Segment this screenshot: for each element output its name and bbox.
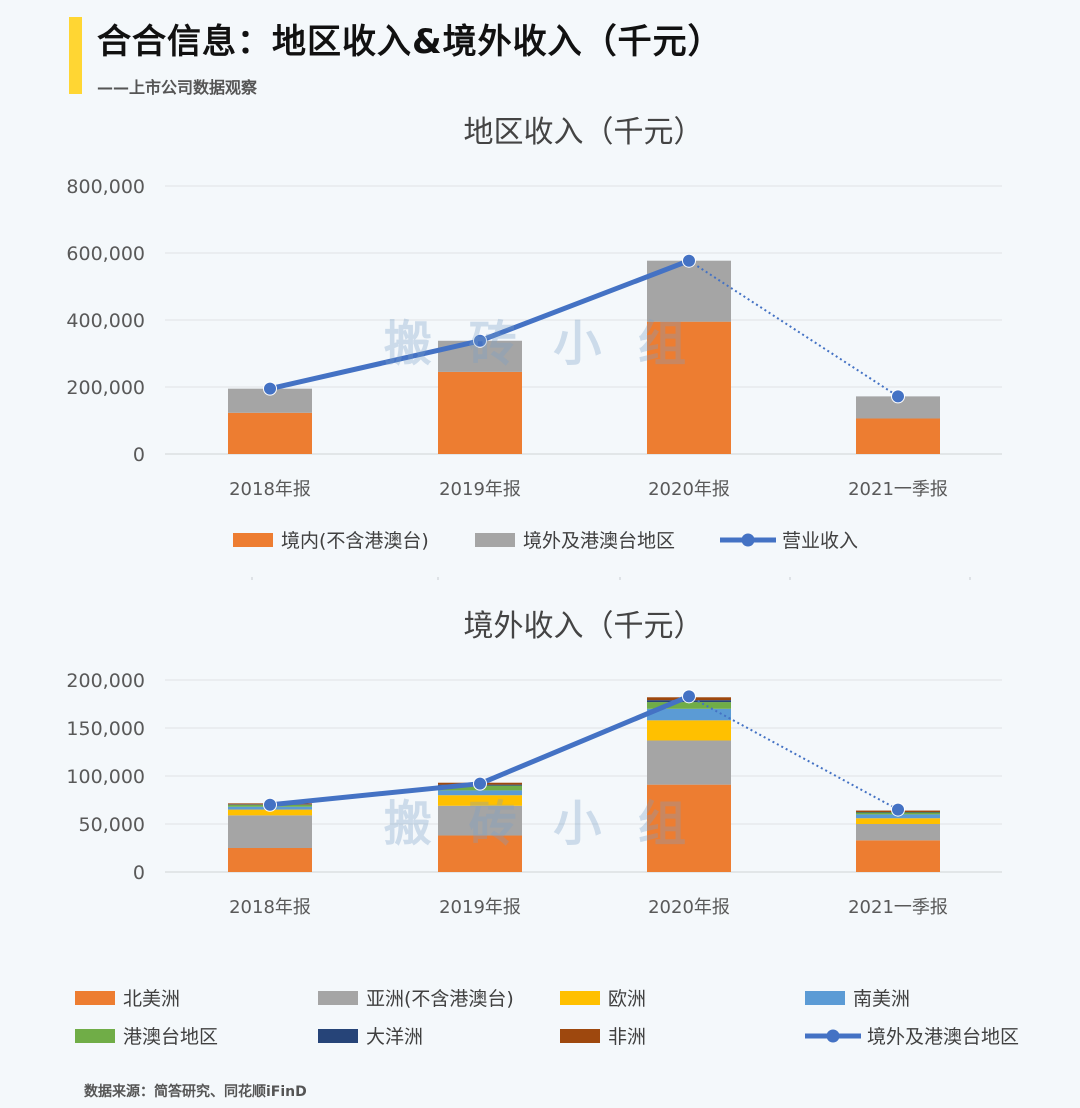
bar-segment <box>438 795 522 806</box>
source-note: 数据来源：简答研究、同花顺iFinD <box>84 1084 307 1100</box>
legend-swatch <box>233 533 273 547</box>
bar-segment <box>856 818 940 824</box>
y-tick-label: 0 <box>133 444 145 466</box>
legend-label: 境内(不含港澳台) <box>281 530 429 552</box>
page-title: 合合信息：地区收入&境外收入（千元） <box>97 22 723 62</box>
y-tick-label: 800,000 <box>66 176 145 198</box>
bar-segment <box>647 740 731 785</box>
bar-segment <box>647 702 731 709</box>
bar-segment <box>856 840 940 872</box>
line-point <box>263 381 277 396</box>
x-tick-label: 2018年报 <box>229 897 311 918</box>
y-tick-label: 0 <box>133 862 145 884</box>
legend-label: 营业收入 <box>782 530 858 552</box>
legend-swatch <box>560 991 600 1005</box>
bar-segment <box>647 720 731 741</box>
x-tick-label: 2020年报 <box>648 479 730 500</box>
legend-line-marker <box>741 533 755 547</box>
overseas-revenue-chart: 境外收入（千元） 0 50,000 100,000 150,000 200,000 2018… <box>66 609 1019 1048</box>
line-point <box>263 797 277 812</box>
line-point <box>891 802 905 817</box>
y-tick-label: 400,000 <box>66 310 145 332</box>
legend-label: 港澳台地区 <box>123 1026 218 1048</box>
bar-segment <box>438 835 522 872</box>
bar-segment <box>228 412 312 454</box>
legend-label: 亚洲(不含港澳台) <box>366 988 514 1010</box>
x-tick-label: 2019年报 <box>439 479 521 500</box>
x-tick-label: 2021一季报 <box>848 479 948 500</box>
legend-label: 非洲 <box>608 1026 646 1048</box>
line-point <box>891 389 905 404</box>
region-revenue-chart: 地区收入（千元） 0 200,000 400,000 600,000 800,000 201… <box>66 115 1002 580</box>
bar-segment <box>856 418 940 454</box>
line-point <box>473 776 487 791</box>
bar-segment <box>647 784 731 872</box>
line-point <box>473 333 487 348</box>
legend-label: 南美洲 <box>853 988 910 1010</box>
watermark-text: 搬 砖 小 组 <box>384 796 696 852</box>
legend-swatch <box>318 1029 358 1043</box>
legend-swatch <box>318 991 358 1005</box>
page-subtitle: ——上市公司数据观察 <box>97 78 258 97</box>
bar-segment <box>438 805 522 836</box>
y-tick-label: 600,000 <box>66 243 145 265</box>
bar-segment <box>228 815 312 848</box>
y-tick-label: 150,000 <box>66 718 145 740</box>
chart-title: 地区收入（千元） <box>464 115 704 150</box>
y-tick-label: 200,000 <box>66 377 145 399</box>
chart-title: 境外收入（千元） <box>464 609 704 644</box>
bar-segment <box>647 321 731 454</box>
bar-segment <box>438 371 522 454</box>
legend-swatch <box>805 991 845 1005</box>
legend-swatch <box>75 1029 115 1043</box>
line-series-dotted <box>688 259 899 398</box>
legend-line-marker <box>826 1029 840 1043</box>
y-tick-label: 200,000 <box>66 670 145 692</box>
legend-label: 境外及港澳台地区 <box>523 530 675 552</box>
bar-segment <box>438 790 522 796</box>
legend-label: 欧洲 <box>608 988 646 1010</box>
y-tick-label: 50,000 <box>79 814 145 836</box>
x-tick-label: 2018年报 <box>229 479 311 500</box>
title-accent-bar <box>69 17 82 94</box>
legend-label: 境外及港澳台地区 <box>867 1026 1019 1048</box>
bar-segment <box>228 848 312 872</box>
x-tick-label: 2019年报 <box>439 897 521 918</box>
bar-segment <box>228 809 312 816</box>
legend-label: 大洋洲 <box>366 1026 423 1048</box>
legend-swatch <box>560 1029 600 1043</box>
legend-swatch <box>75 991 115 1005</box>
legend-swatch <box>475 533 515 547</box>
bar-segment <box>856 824 940 841</box>
legend-label: 北美洲 <box>123 988 180 1010</box>
bar-segment <box>647 708 731 721</box>
line-point <box>682 253 696 268</box>
line-point <box>682 689 696 704</box>
y-tick-label: 100,000 <box>66 766 145 788</box>
x-tick-label: 2021一季报 <box>848 897 948 918</box>
x-tick-label: 2020年报 <box>648 897 730 918</box>
bar-segment <box>856 396 940 419</box>
watermark-text: 搬 砖 小 组 <box>384 316 696 372</box>
